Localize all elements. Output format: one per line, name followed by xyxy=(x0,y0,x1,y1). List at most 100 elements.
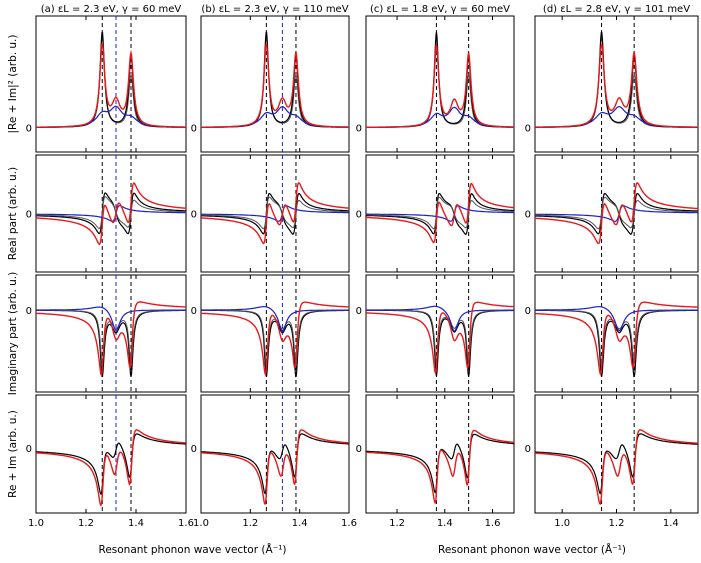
series-gray xyxy=(36,36,186,128)
series-gray xyxy=(201,196,349,230)
series-black xyxy=(36,31,186,128)
x-tick-label: 1.4 xyxy=(292,518,308,529)
series-red xyxy=(36,301,187,376)
series-blue xyxy=(535,306,698,332)
series-black xyxy=(535,309,698,378)
panel-frame xyxy=(534,15,699,153)
zero-tick-label: 0 xyxy=(356,124,362,135)
series-red xyxy=(534,43,698,128)
panel-frame xyxy=(365,394,515,514)
panel-2-3: 0 1.2 1.4 1.6 xyxy=(356,394,515,529)
panel-2-1: 0 xyxy=(356,154,515,273)
panel-title-3: (d) εL = 2.8 eV, γ = 101 meV xyxy=(543,4,690,15)
panel-frame xyxy=(200,274,350,393)
series-gray xyxy=(366,196,515,230)
panel-frame xyxy=(365,15,515,153)
series-red xyxy=(535,429,698,506)
series-red xyxy=(36,42,186,128)
zero-tick-label: 0 xyxy=(525,210,531,221)
panel-3-3: 0 1.0 1.2 1.4 xyxy=(525,394,699,529)
x-tick-label: 1.2 xyxy=(78,518,94,529)
x-tick-label: 1.4 xyxy=(663,518,679,529)
x-tick-label: 1.0 xyxy=(554,518,570,529)
series-gray xyxy=(535,196,699,230)
row-label-0: |Re + Im|² (arb. u.) xyxy=(7,35,19,134)
x-tick-label: 1.4 xyxy=(128,518,144,529)
series-gray xyxy=(535,309,698,364)
x-tick-label: 1.4 xyxy=(437,518,453,529)
zero-tick-label: 0 xyxy=(356,306,362,317)
x-tick-label: 1.2 xyxy=(609,518,625,529)
series-blue xyxy=(366,106,514,128)
zero-tick-label: 0 xyxy=(356,444,362,455)
series-red xyxy=(366,429,514,505)
series-blue xyxy=(366,205,514,222)
series-blue xyxy=(366,305,514,332)
panel-frame xyxy=(200,154,350,273)
panel-frame xyxy=(365,154,515,273)
x-axis-label-0: Resonant phonon wave vector (Å⁻¹) xyxy=(99,543,287,556)
zero-tick-label: 0 xyxy=(191,124,197,135)
zero-tick-label: 0 xyxy=(525,444,531,455)
series-red xyxy=(36,182,187,246)
series-black xyxy=(200,433,350,495)
panel-frame xyxy=(35,154,187,273)
panels: 0 0 0 0 1.0 1.2 1.4 1.6 0 0 0 0 1.0 1.2 1.4 1.6 0 0 0 0 1.2 1… xyxy=(26,15,699,529)
panel-2-2: 0 xyxy=(356,274,515,393)
panel-title-0: (a) εL = 2.3 eV, γ = 60 meV xyxy=(41,4,182,15)
panel-frame xyxy=(35,274,187,393)
panel-0-2: 0 xyxy=(26,274,187,393)
x-tick-label: 1.2 xyxy=(242,518,258,529)
panel-3-2: 0 xyxy=(525,274,699,393)
panel-1-3: 0 1.0 1.2 1.4 1.6 xyxy=(191,394,357,529)
series-blue xyxy=(201,306,349,332)
series-red xyxy=(534,301,698,375)
series-red xyxy=(201,43,349,128)
x-tick-label: 1.2 xyxy=(389,518,405,529)
series-red xyxy=(200,182,350,245)
panel-frame xyxy=(35,15,187,153)
row-labels: |Re + Im|² (arb. u.) Real part (arb. u.) I… xyxy=(7,35,19,498)
series-gray xyxy=(36,196,186,230)
panel-3-1: 0 xyxy=(525,154,699,273)
zero-tick-label: 0 xyxy=(191,444,197,455)
panel-frame xyxy=(200,394,350,514)
series-red xyxy=(366,183,515,244)
panel-0-1: 0 xyxy=(26,154,187,273)
series-black xyxy=(535,433,699,495)
series-black xyxy=(366,193,515,236)
series-red xyxy=(366,44,514,128)
panel-frame xyxy=(365,274,515,393)
series-blue xyxy=(36,306,186,331)
zero-tick-label: 0 xyxy=(356,210,362,221)
zero-tick-label: 0 xyxy=(26,306,32,317)
zero-tick-label: 0 xyxy=(525,124,531,135)
series-black xyxy=(36,309,186,378)
row-label-3: Re + Im (arb. u.) xyxy=(7,410,19,498)
series-red xyxy=(534,182,698,245)
panel-1-0: 0 xyxy=(191,15,350,153)
series-black xyxy=(36,433,186,496)
panel-title-2: (c) εL = 1.8 eV, γ = 60 meV xyxy=(370,4,510,15)
series-black xyxy=(201,309,349,378)
series-red xyxy=(365,301,514,376)
x-tick-label: 1.6 xyxy=(485,518,501,529)
series-red xyxy=(201,429,350,506)
zero-tick-label: 0 xyxy=(26,210,32,221)
series-red xyxy=(35,429,187,507)
series-black xyxy=(535,192,698,235)
panel-frame xyxy=(35,394,187,514)
panel-titles: (a) εL = 2.3 eV, γ = 60 meV (b) εL = 2.3 … xyxy=(41,4,690,15)
series-blue xyxy=(36,105,186,128)
panel-0-0: 0 xyxy=(26,15,187,153)
series-gray xyxy=(535,36,698,128)
x-tick-label: 1.0 xyxy=(28,518,44,529)
panel-frame xyxy=(534,154,699,273)
x-tick-label: 1.0 xyxy=(193,518,209,529)
x-tick-label: 1.6 xyxy=(341,518,357,529)
zero-tick-label: 0 xyxy=(26,444,32,455)
series-black xyxy=(35,192,186,235)
series-black xyxy=(366,31,514,128)
row-label-1: Real part (arb. u.) xyxy=(7,167,19,260)
